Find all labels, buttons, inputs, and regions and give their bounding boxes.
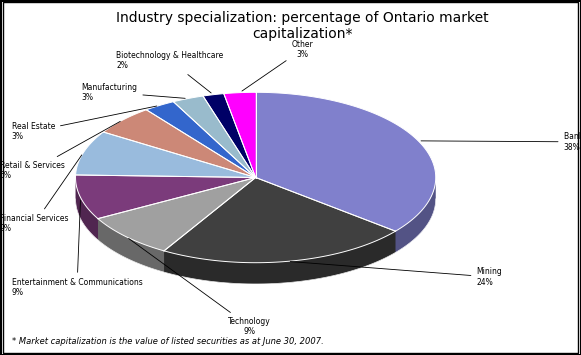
Polygon shape <box>103 110 256 178</box>
Text: Industry specialization: percentage of Ontario market
capitalization*: Industry specialization: percentage of O… <box>116 11 489 41</box>
Text: Financial Services
9%: Financial Services 9% <box>0 155 82 233</box>
Text: Biotechnology & Healthcare
2%: Biotechnology & Healthcare 2% <box>116 51 224 93</box>
Text: Real Estate
3%: Real Estate 3% <box>12 106 157 141</box>
Polygon shape <box>76 198 256 240</box>
Polygon shape <box>256 198 436 252</box>
Text: Manufacturing
3%: Manufacturing 3% <box>81 83 185 102</box>
Text: * Market capitalization is the value of listed securities as at June 30, 2007.: * Market capitalization is the value of … <box>12 337 324 346</box>
Polygon shape <box>203 94 256 178</box>
Polygon shape <box>256 92 436 231</box>
Polygon shape <box>76 177 98 240</box>
Polygon shape <box>173 96 256 178</box>
Polygon shape <box>164 178 396 263</box>
Polygon shape <box>76 175 256 219</box>
Polygon shape <box>146 102 256 178</box>
Polygon shape <box>164 231 396 284</box>
Text: Other
3%: Other 3% <box>242 40 313 91</box>
Text: Banking & Insurance
38%: Banking & Insurance 38% <box>421 132 581 152</box>
Text: Retail & Services
6%: Retail & Services 6% <box>0 121 120 180</box>
Text: Entertainment & Communications
9%: Entertainment & Communications 9% <box>12 200 142 297</box>
Polygon shape <box>164 199 396 284</box>
Polygon shape <box>396 177 436 252</box>
Polygon shape <box>224 92 256 178</box>
Polygon shape <box>98 219 164 272</box>
Text: Technology
9%: Technology 9% <box>128 239 271 336</box>
Polygon shape <box>98 178 256 251</box>
Polygon shape <box>76 132 256 178</box>
Text: Mining
24%: Mining 24% <box>290 262 502 286</box>
Polygon shape <box>98 199 256 272</box>
